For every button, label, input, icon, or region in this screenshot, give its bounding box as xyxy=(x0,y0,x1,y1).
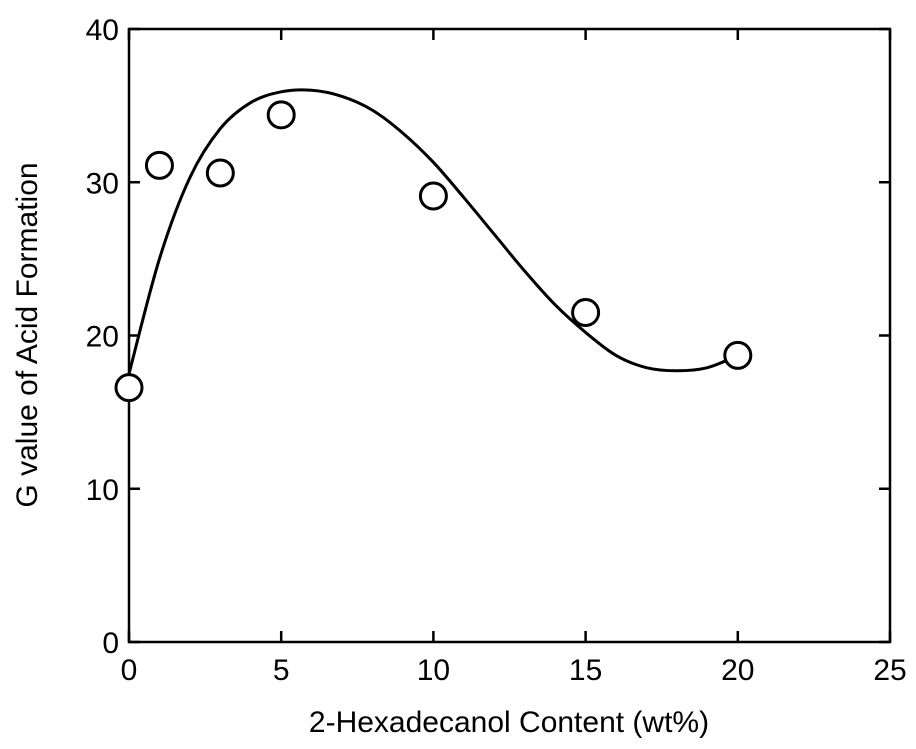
data-point xyxy=(205,158,235,188)
data-points xyxy=(114,100,753,403)
x-tick-label: 10 xyxy=(417,654,450,687)
y-tick-label: 10 xyxy=(86,474,119,507)
x-tick-label: 0 xyxy=(121,654,138,687)
y-tick-label: 30 xyxy=(86,167,119,200)
data-point xyxy=(144,150,174,180)
y-axis-label: G value of Acid Formation xyxy=(11,162,44,507)
data-point xyxy=(266,100,296,130)
x-tick-label: 15 xyxy=(569,654,602,687)
x-tick-label: 5 xyxy=(273,654,290,687)
x-tick-label: 20 xyxy=(721,654,754,687)
y-tick-label: 20 xyxy=(86,321,119,354)
y-tick-label: 40 xyxy=(86,14,119,47)
data-point xyxy=(418,181,448,211)
ticks xyxy=(127,27,892,644)
plot-frame xyxy=(127,27,892,644)
y-tick-label: 0 xyxy=(102,627,119,660)
data-point xyxy=(571,298,601,328)
x-tick-label: 25 xyxy=(873,654,906,687)
tick-labels: 0 5 10 15 20 25 0 10 20 30 40 xyxy=(86,14,907,687)
data-point xyxy=(114,373,144,403)
fit-curve xyxy=(127,88,739,375)
data-point xyxy=(723,340,753,370)
x-axis-label: 2-Hexadecanol Content (wt%) xyxy=(309,706,709,739)
